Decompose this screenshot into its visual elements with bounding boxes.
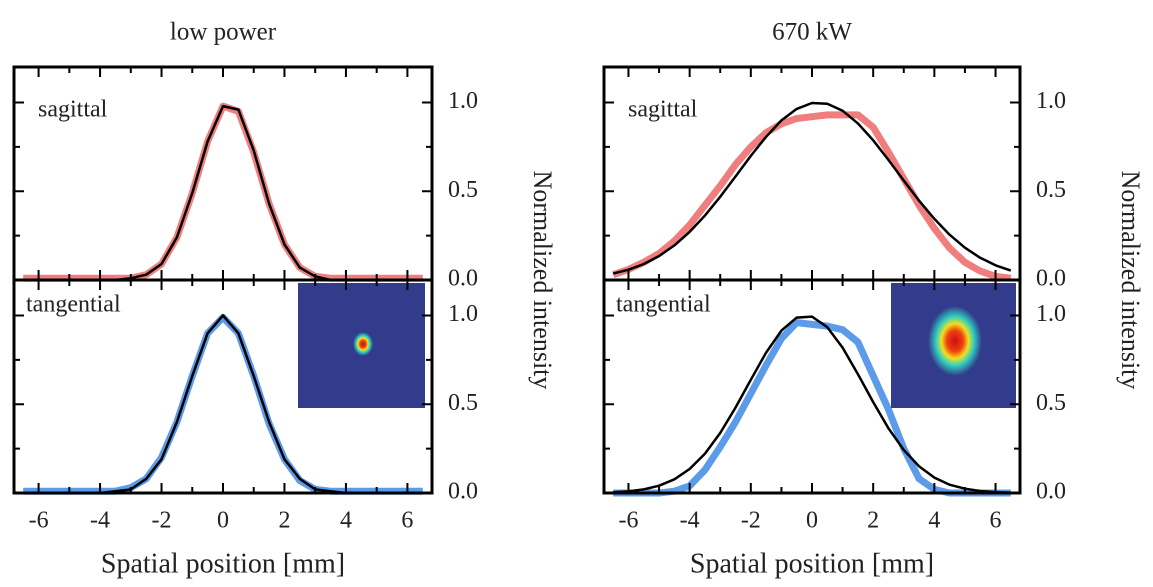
x-tick-label: -6 [618,508,638,534]
y-tick-label: 1.0 [1036,88,1066,114]
measured-profile [613,115,1011,278]
x-tick-label: 2 [278,508,290,534]
x-tick-label: -6 [29,508,49,534]
x-tick-label: 4 [340,508,352,534]
y-tick-label: 0.5 [448,390,478,416]
frames [14,67,1020,493]
y-tick-label: 0.0 [448,479,478,505]
x-tick-label: 0 [217,508,229,534]
figure: low power Spatial position [mm] Normalized… [0,0,1153,587]
x-tick-label: 4 [928,508,940,534]
beam-spot [353,332,373,356]
y-tick-label: 1.0 [448,301,478,327]
beam-spot [928,306,982,376]
panel-annotation: tangential [26,292,121,318]
x-tick-label: 2 [867,508,879,534]
y-tick-label: 0.0 [1036,479,1066,505]
x-tick-label: -2 [152,508,172,534]
y-axis-label: Normalized intensity [1116,171,1145,390]
y-tick-label: 0.0 [1036,266,1066,292]
y-tick-label: 0.5 [1036,390,1066,416]
chart-title: 670 kW [772,19,852,46]
y-tick-label: 1.0 [1036,301,1066,327]
x-tick-label: -2 [741,508,761,534]
y-tick-label: 0.0 [448,266,478,292]
x-tick-label: 6 [401,508,413,534]
panel-annotation: sagittal [38,97,108,123]
y-tick-label: 0.5 [448,177,478,203]
chart-title: low power [170,19,277,46]
y-tick-label: 1.0 [448,88,478,114]
x-tick-label: -4 [680,508,700,534]
x-tick-label: 6 [990,508,1002,534]
y-axis-label: Normalized intensity [528,171,557,390]
y-tick-label: 0.5 [1036,177,1066,203]
x-tick-label: 0 [806,508,818,534]
x-axis-label: Spatial position [mm] [690,548,934,579]
x-tick-label: -4 [90,508,110,534]
measured-profile [23,106,423,278]
panel-annotation: sagittal [628,97,698,123]
panel-annotation: tangential [616,292,711,318]
gaussian-fit [23,106,423,280]
x-axis-label: Spatial position [mm] [101,548,345,579]
